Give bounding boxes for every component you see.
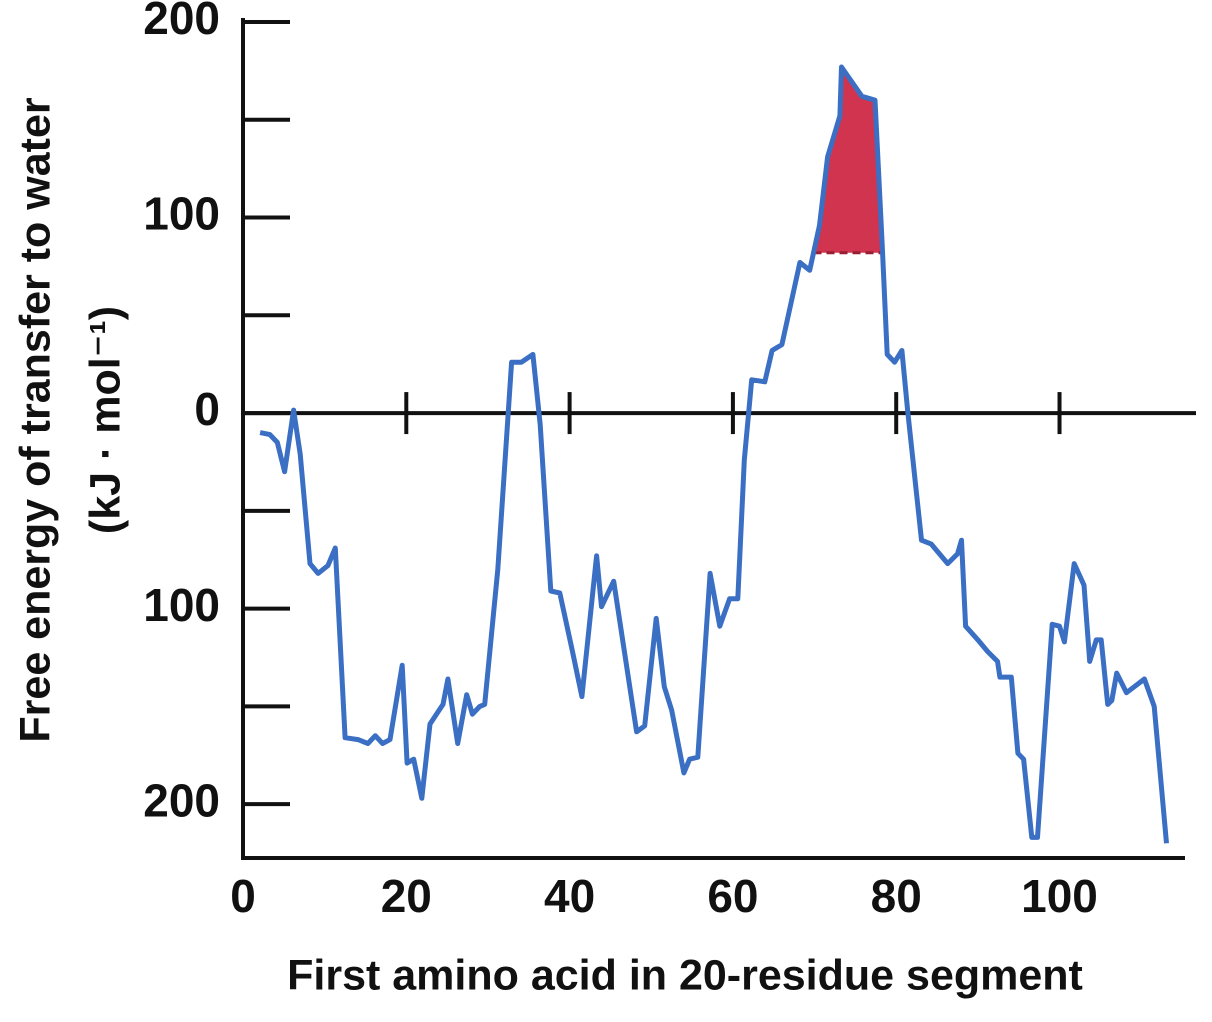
y-tick-label: 200 — [143, 0, 220, 44]
x-tick-label: 0 — [230, 870, 256, 922]
x-tick-label: 20 — [381, 870, 432, 922]
x-tick-label: 100 — [1021, 870, 1098, 922]
y-tick-label: 100 — [143, 188, 220, 240]
y-axis-title-line: Free energy of transfer to water — [11, 97, 59, 742]
y-axis-title-line: (kJ · mol⁻¹) — [81, 306, 129, 534]
data-line — [259, 64, 1169, 844]
y-axis-title: Free energy of transfer to water (kJ · m… — [11, 97, 129, 742]
x-tick-label: 60 — [707, 870, 758, 922]
x-tick-label: 40 — [544, 870, 595, 922]
x-axis-title: First amino acid in 20-residue segment — [287, 951, 1083, 999]
x-tick-label: 80 — [871, 870, 922, 922]
y-tick-label: 0 — [194, 383, 220, 435]
y-tick-label: 200 — [143, 774, 220, 826]
highlight-area — [813, 66, 883, 253]
y-tick-label: 100 — [143, 579, 220, 631]
